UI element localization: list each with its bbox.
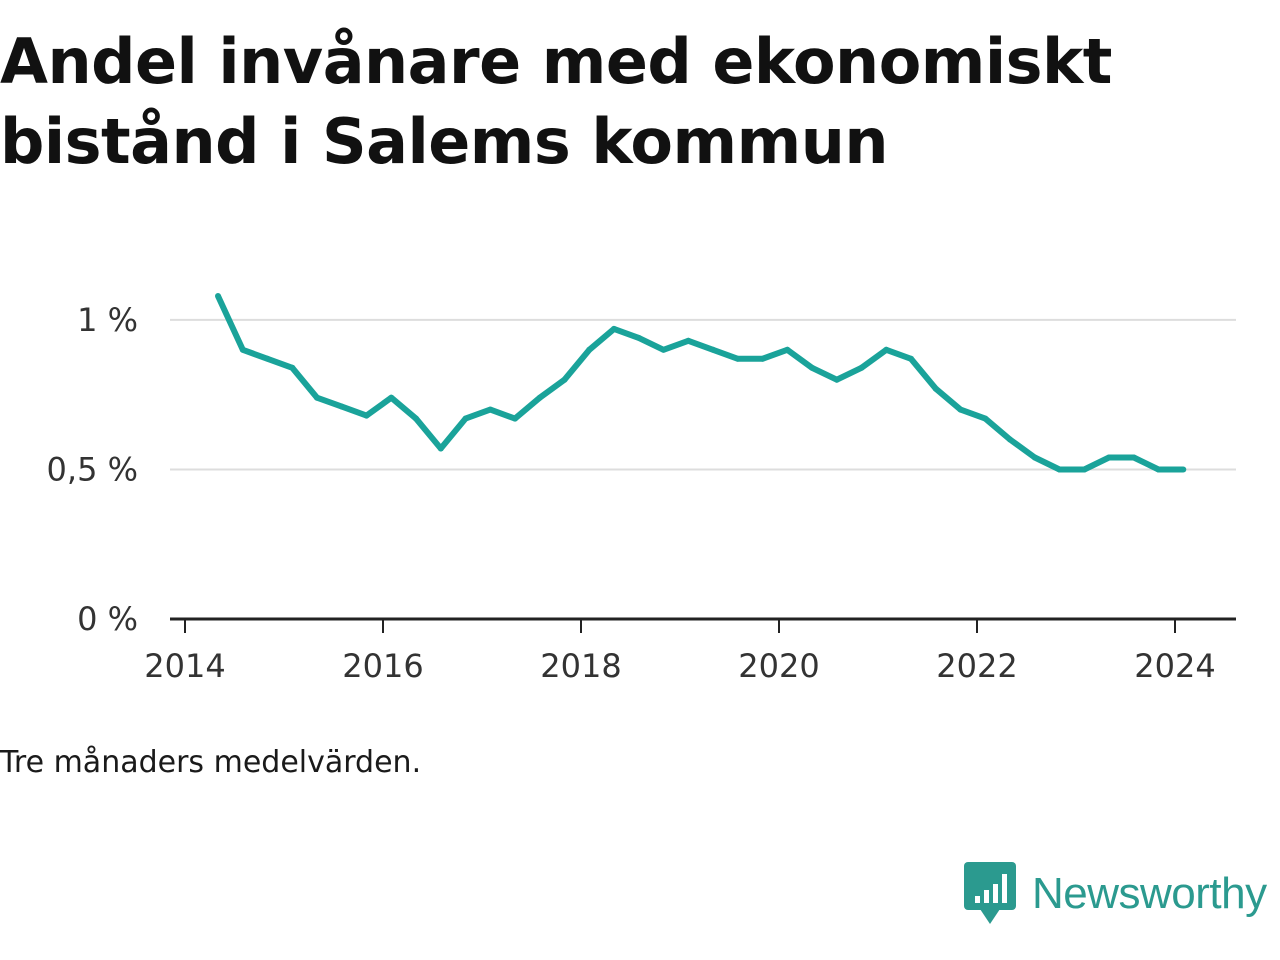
data-point: [363, 412, 370, 419]
brand-name: Newsworthy: [1032, 869, 1267, 918]
chart-title: Andel invånare med ekonomiskt bistånd i …: [0, 25, 1112, 178]
data-point: [1180, 466, 1187, 473]
x-tick-label: 2020: [738, 647, 819, 685]
data-point: [289, 364, 296, 371]
data-point: [809, 364, 815, 371]
data-point: [586, 346, 593, 353]
data-point: [338, 403, 345, 410]
chart-note: Tre månaders medelvärden.: [0, 745, 422, 780]
brand-logo: Newsworthy: [964, 862, 1267, 926]
x-tick-label: 2018: [540, 647, 621, 685]
y-tick-label: 0 %: [77, 600, 138, 638]
data-point: [1007, 436, 1013, 443]
data-point: [215, 293, 221, 299]
data-point: [1056, 466, 1063, 473]
grid-lines: [170, 318, 1236, 471]
data-point: [388, 394, 395, 401]
y-tick-label: 1 %: [77, 301, 138, 339]
data-point: [264, 355, 271, 362]
data-point: [314, 394, 320, 401]
data-point: [759, 355, 766, 362]
data-point: [635, 334, 642, 341]
data-point: [1106, 454, 1112, 461]
data-point: [437, 445, 444, 452]
x-axis: 2014 2016 2018 2020 2022 2024: [144, 617, 1236, 685]
data-point: [784, 346, 791, 353]
data-point: [1155, 466, 1162, 473]
data-point: [239, 346, 246, 353]
data-point: [611, 325, 617, 332]
data-point: [1031, 454, 1038, 461]
data-point: [932, 385, 939, 392]
data-point: [734, 355, 741, 362]
x-tick-label: 2014: [144, 647, 225, 685]
data-point: [908, 355, 914, 362]
data-point: [957, 406, 964, 413]
data-point: [710, 346, 716, 353]
data-point: [536, 394, 543, 401]
data-point: [858, 364, 865, 371]
x-tick-label: 2022: [936, 647, 1017, 685]
data-point: [512, 415, 518, 422]
x-tick-label: 2016: [342, 647, 423, 685]
bar-chart-speech-bubble-icon: [964, 862, 1016, 924]
y-tick-label: 0,5 %: [47, 450, 138, 488]
data-point: [883, 346, 890, 353]
data-point: [487, 406, 494, 413]
series-layer: [215, 293, 1187, 473]
data-point: [413, 415, 419, 422]
series-line: [215, 294, 1184, 473]
data-point: [1081, 466, 1088, 473]
line-chart: 0 % 0,5 % 1 % 2014 2016 2018 2020 2022 2024: [47, 293, 1236, 685]
data-point: [561, 376, 568, 383]
data-point: [462, 415, 469, 422]
y-axis-tick-labels: 0 % 0,5 % 1 %: [47, 301, 138, 638]
data-point: [660, 346, 667, 353]
data-point: [685, 337, 692, 344]
data-point: [833, 376, 840, 383]
data-point: [982, 415, 989, 422]
data-point: [1130, 454, 1137, 461]
x-tick-label: 2024: [1134, 647, 1215, 685]
